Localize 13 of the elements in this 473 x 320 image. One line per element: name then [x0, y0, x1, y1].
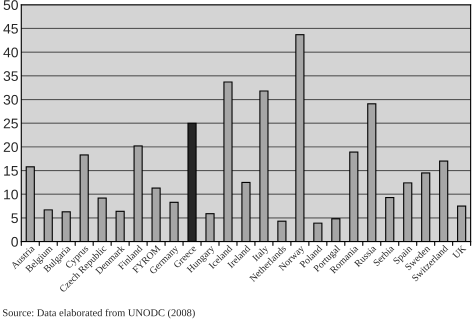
- y-tick-label: 30: [4, 94, 18, 105]
- x-tick-label: UK: [452, 244, 466, 259]
- y-tick-label: 10: [4, 190, 18, 200]
- y-tick-label: 0: [11, 236, 18, 247]
- y-tick-label: 50: [4, 0, 18, 10]
- y-tick-label: 15: [4, 166, 18, 176]
- y-tick-label: 25: [4, 118, 18, 128]
- y-tick-label: 45: [3, 24, 18, 34]
- y-tick-label: 35: [4, 71, 18, 82]
- y-tick-label: 5: [11, 213, 18, 224]
- y-tick-label: 20: [4, 142, 18, 152]
- y-tick-label: 40: [3, 47, 18, 58]
- source-note: Source: Data elaborated from UNODC (2008): [3, 308, 195, 318]
